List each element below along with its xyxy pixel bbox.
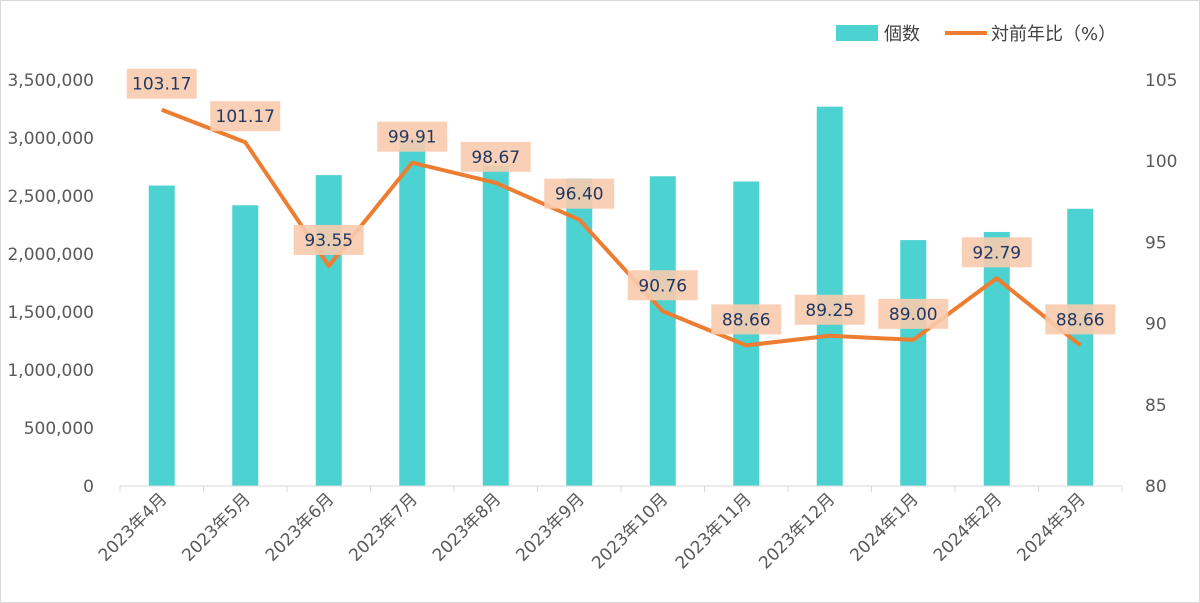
bar: [983, 231, 1010, 486]
data-label: 101.17: [216, 107, 275, 127]
data-label-box: [210, 101, 281, 132]
data-label-box: [711, 304, 782, 335]
right-axis: 80 85 90 95 100 105: [1145, 71, 1177, 497]
bar: [399, 138, 426, 486]
left-axis-tick-label: 3,500,000: [7, 71, 94, 91]
data-label: 103.17: [132, 75, 191, 95]
right-axis-tick-label: 105: [1145, 71, 1177, 91]
data-label-box: [878, 298, 949, 329]
bar: [566, 178, 593, 486]
data-label-box: [961, 237, 1032, 268]
bar: [482, 165, 509, 486]
left-axis-tick-label: 1,000,000: [7, 361, 94, 381]
data-label-box: [544, 178, 615, 209]
right-axis-tick-label: 80: [1145, 477, 1167, 497]
data-label: 99.91: [388, 128, 437, 148]
data-label-box: [460, 141, 531, 172]
left-axis: 0 500,000 1,000,000 1,500,000 2,000,000 2,500…: [7, 71, 94, 497]
x-axis-ticks: [119, 486, 1123, 492]
left-axis-tick-label: 500,000: [24, 419, 94, 439]
left-axis-tick-label: 2,000,000: [7, 245, 94, 265]
data-label-box: [627, 270, 698, 301]
right-axis-tick-label: 100: [1145, 152, 1177, 172]
right-axis-tick-label: 95: [1145, 233, 1167, 253]
line-data-labels: 103.17 101.17 93.55 99.91 98.67 96.40 90.76 88.…: [126, 68, 1116, 335]
data-label-box: [293, 224, 364, 255]
bar: [148, 185, 175, 486]
data-label-box: [1045, 304, 1116, 335]
right-axis-tick-label: 85: [1145, 396, 1167, 416]
left-axis-tick-label: 3,000,000: [7, 129, 94, 149]
data-label-box: [794, 294, 865, 325]
data-label-box: [126, 68, 197, 99]
legend-line-label: 対前年比（%）: [991, 24, 1116, 45]
bar: [1067, 208, 1094, 486]
data-label: 92.79: [972, 243, 1021, 263]
legend-bar-swatch: [836, 25, 878, 41]
right-axis-tick-label: 90: [1145, 315, 1167, 335]
data-label: 96.40: [555, 185, 604, 205]
left-axis-tick-label: 1,500,000: [7, 303, 94, 323]
bar: [900, 240, 927, 486]
data-label: 93.55: [304, 231, 353, 251]
data-label: 90.76: [638, 276, 687, 296]
bar: [232, 205, 259, 486]
data-label: 88.66: [722, 310, 771, 330]
left-axis-tick-label: 2,500,000: [7, 187, 94, 207]
data-label: 88.66: [1056, 310, 1105, 330]
data-label: 89.00: [889, 305, 938, 325]
left-axis-tick-label: 0: [83, 477, 94, 497]
data-label: 98.67: [471, 148, 520, 168]
bar: [649, 176, 676, 486]
data-label: 89.25: [805, 301, 854, 321]
data-label-box: [377, 121, 448, 152]
legend-bar-label: 個数: [884, 24, 920, 45]
bar-series: [148, 106, 1094, 487]
bar: [315, 175, 342, 486]
legend: 個数 対前年比（%）: [836, 24, 1116, 45]
